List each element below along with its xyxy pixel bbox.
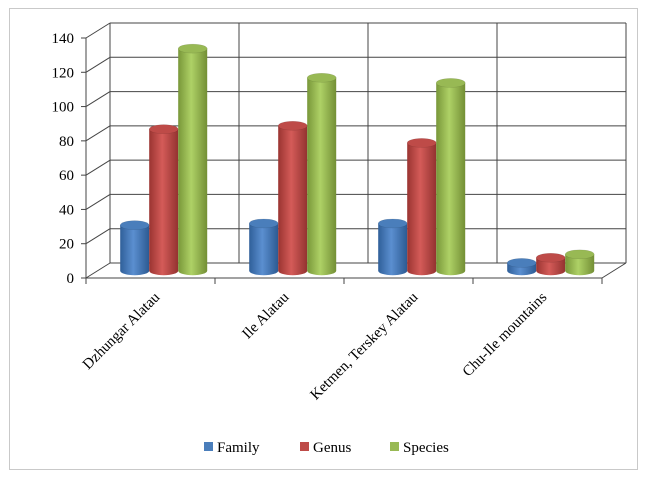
- bar-family-dzhungar-alatau: [119, 220, 150, 276]
- bar-genus-ketmen-terskey-alatau: [406, 138, 437, 276]
- category-label-ketmen-terskey-alatau: Ketmen, Terskey Alatau: [308, 289, 422, 403]
- y-tick-label: 60: [59, 168, 74, 184]
- gridline-side: [85, 91, 111, 107]
- gridline-side: [85, 194, 111, 210]
- bar-family-ile-alatau: [248, 218, 279, 276]
- gridline-side: [85, 125, 111, 142]
- bar-genus-ile-alatau: [277, 121, 308, 276]
- bar-genus-chu-ile-mountains: [535, 253, 566, 276]
- bar-body: [565, 254, 595, 276]
- legend: Family Genus Species: [204, 440, 449, 456]
- gridline-side: [85, 22, 111, 39]
- bar-top: [148, 124, 179, 134]
- bar-genus-dzhungar-alatau: [148, 124, 179, 276]
- category-label-dzhungar-alatau: Dzhungar Alatau: [80, 289, 164, 373]
- bar-species-dzhungar-alatau: [177, 43, 208, 276]
- bar-top: [248, 218, 279, 229]
- y-tick-label: 20: [59, 237, 74, 253]
- bar-body: [307, 77, 337, 276]
- y-tick-label: 120: [52, 65, 75, 81]
- y-tick-label: 100: [52, 100, 75, 116]
- bar-top: [406, 138, 437, 148]
- y-tick-label: 40: [59, 202, 74, 218]
- bar-body: [149, 129, 179, 276]
- gridline-side: [85, 262, 111, 279]
- legend-item-species: Species: [390, 440, 449, 456]
- bar-body: [436, 82, 466, 276]
- bar-top: [306, 73, 337, 83]
- y-tick-label: 140: [52, 31, 75, 47]
- bar-body: [178, 48, 208, 276]
- legend-label: Genus: [313, 440, 351, 456]
- category-label-chu-ile-mountains: Chu-Ile mountains: [460, 289, 551, 380]
- bar-body: [120, 225, 150, 276]
- axis-layer: 0 20 40 60 80 100 120 140: [52, 31, 627, 287]
- y-tick-label: 80: [59, 134, 74, 150]
- bar-top: [177, 43, 208, 54]
- bar-body: [249, 223, 279, 276]
- gridline-side: [85, 56, 111, 73]
- legend-item-genus: Genus: [300, 440, 351, 456]
- bar-top: [435, 78, 466, 88]
- bar-body: [407, 142, 437, 276]
- bar-body: [536, 257, 566, 276]
- legend-swatch: [390, 442, 399, 451]
- bar-top: [277, 121, 308, 131]
- bar-body: [378, 223, 408, 276]
- bar-top: [377, 218, 408, 229]
- gridline-side: [85, 228, 111, 245]
- label-layer: Dzhungar Alatau Ile Alatau Ketmen, Terskey…: [80, 289, 551, 403]
- bar-species-chu-ile-mountains: [564, 249, 595, 276]
- bar-top: [506, 258, 537, 268]
- bar-family-chu-ile-mountains: [506, 258, 537, 276]
- bar-top: [564, 249, 595, 260]
- legend-item-family: Family: [204, 440, 260, 456]
- gridline-side: [85, 159, 111, 176]
- y-tick-label: 0: [67, 271, 75, 287]
- legend-swatch: [300, 442, 309, 451]
- bar-layer: [119, 43, 595, 276]
- bar-species-ketmen-terskey-alatau: [435, 78, 466, 276]
- legend-label: Species: [403, 440, 449, 456]
- bar-family-ketmen-terskey-alatau: [377, 218, 408, 276]
- category-label-ile-alatau: Ile Alatau: [239, 289, 292, 342]
- legend-label: Family: [217, 440, 260, 456]
- bar-body: [278, 125, 308, 276]
- legend-swatch: [204, 442, 213, 451]
- bar-top: [119, 220, 150, 230]
- floor-edge: [601, 262, 627, 279]
- bar-species-ile-alatau: [306, 73, 337, 276]
- bar-top: [535, 253, 566, 263]
